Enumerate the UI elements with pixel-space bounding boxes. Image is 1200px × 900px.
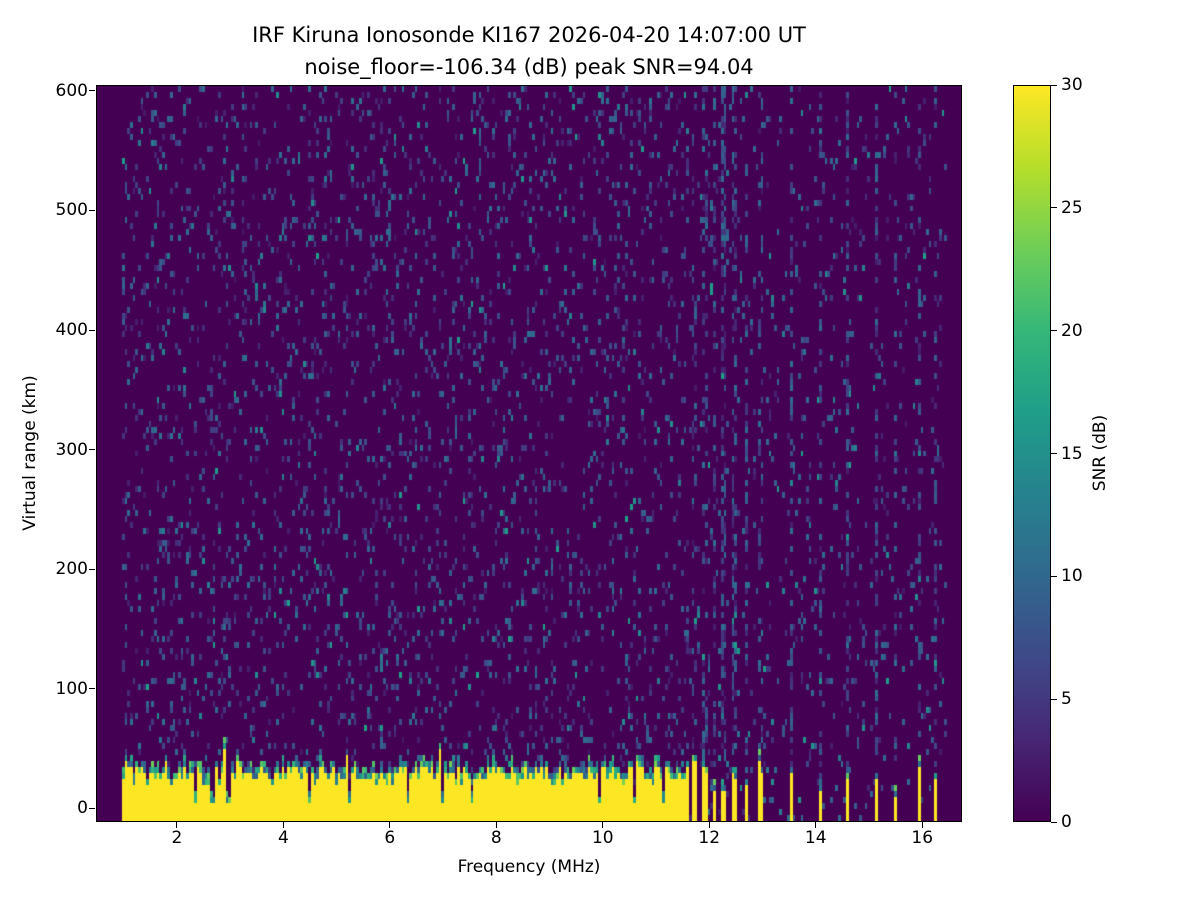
y-tick-label: 200 xyxy=(55,559,88,580)
x-tick-mark xyxy=(708,822,710,828)
colorbar-tick-mark xyxy=(1051,453,1057,454)
x-tick-mark xyxy=(495,822,497,828)
colorbar-tick-label: 30 xyxy=(1061,75,1083,95)
x-tick-mark xyxy=(389,822,391,828)
y-tick-label: 100 xyxy=(55,678,88,699)
y-tick-label: 300 xyxy=(55,439,88,460)
x-tick-label: 16 xyxy=(911,828,934,848)
x-tick-label: 2 xyxy=(171,828,183,848)
colorbar-tick-label: 10 xyxy=(1061,566,1083,587)
y-tick-mark xyxy=(89,807,95,809)
y-tick-label: 600 xyxy=(55,80,88,101)
colorbar-tick-mark xyxy=(1051,821,1057,823)
colorbar-tick-mark xyxy=(1051,698,1057,700)
y-tick-mark xyxy=(89,329,95,331)
colorbar-tick-label: 5 xyxy=(1061,689,1072,710)
x-tick-label: 4 xyxy=(277,828,289,848)
colorbar-tick-label: 25 xyxy=(1061,197,1083,218)
x-tick-mark xyxy=(815,822,817,828)
y-tick-label: 500 xyxy=(55,200,88,221)
y-tick-label: 400 xyxy=(55,320,88,340)
x-tick-mark xyxy=(921,822,923,828)
y-tick-mark xyxy=(89,209,95,211)
colorbar-gradient-canvas xyxy=(1014,86,1050,821)
plot-area xyxy=(96,85,962,822)
ionogram-heatmap-canvas xyxy=(97,86,961,821)
chart-title: IRF Kiruna Ionosonde KI167 2026-04-20 14… xyxy=(252,23,806,47)
colorbar-tick-label: 20 xyxy=(1061,320,1083,341)
colorbar-tick-label: 0 xyxy=(1061,812,1072,832)
y-axis-label: Virtual range (km) xyxy=(20,375,40,531)
chart-subtitle: noise_floor=-106.34 (dB) peak SNR=94.04 xyxy=(304,55,754,79)
y-tick-mark xyxy=(89,90,95,92)
x-tick-label: 8 xyxy=(490,828,502,848)
x-axis-label: Frequency (MHz) xyxy=(457,857,601,877)
x-tick-mark xyxy=(176,822,178,828)
y-tick-mark xyxy=(89,449,95,450)
x-tick-label: 10 xyxy=(591,828,614,848)
colorbar-tick-mark xyxy=(1051,575,1057,577)
colorbar-tick-mark xyxy=(1051,84,1057,86)
y-tick-mark xyxy=(89,568,95,570)
x-tick-label: 6 xyxy=(384,828,396,848)
x-tick-mark xyxy=(282,822,284,828)
x-tick-mark xyxy=(602,822,604,828)
colorbar-label: SNR (dB) xyxy=(1090,414,1110,492)
x-tick-label: 12 xyxy=(698,828,721,848)
y-tick-label: 0 xyxy=(77,798,88,819)
x-tick-label: 14 xyxy=(804,828,827,848)
colorbar-tick-mark xyxy=(1051,207,1057,209)
colorbar-tick-label: 15 xyxy=(1061,443,1083,464)
y-tick-mark xyxy=(89,688,95,690)
colorbar-tick-mark xyxy=(1051,330,1057,332)
colorbar xyxy=(1013,85,1051,822)
